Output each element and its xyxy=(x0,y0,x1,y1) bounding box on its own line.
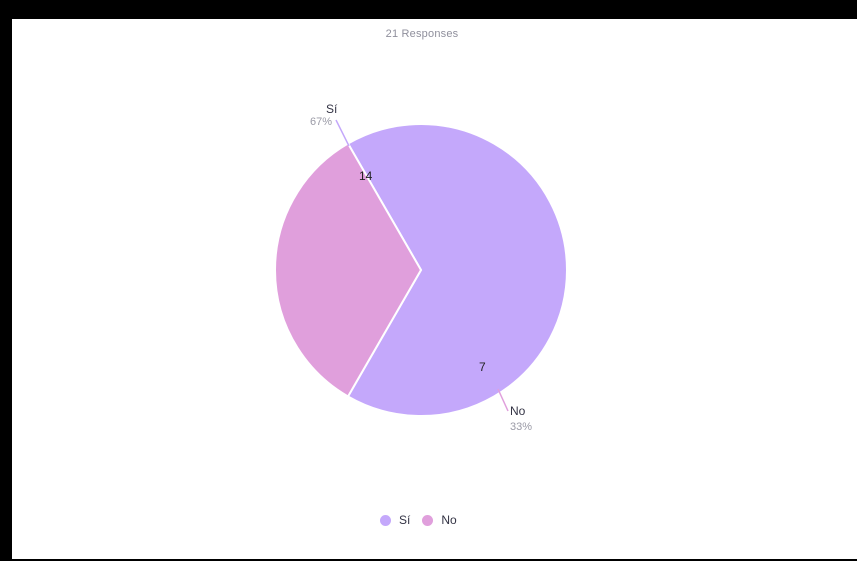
callout-percent-no: 33% xyxy=(510,421,532,433)
legend-swatch-si xyxy=(380,514,391,526)
legend: Sí No xyxy=(380,513,469,527)
value-label-no: 7 xyxy=(479,360,486,374)
legend-swatch-no xyxy=(422,514,434,526)
legend-item-no[interactable]: No xyxy=(422,513,457,527)
legend-label-no: No xyxy=(441,513,457,527)
callout-name-no: No xyxy=(510,404,526,418)
chart-panel: 21 Responses 14 7 Sí 67% No 33% Sí No xyxy=(12,19,857,559)
callout-percent-si: 67% xyxy=(310,116,332,128)
callout-name-si: Sí xyxy=(326,102,338,116)
leader-line-si xyxy=(335,119,350,147)
pie-slice-si[interactable] xyxy=(346,123,568,417)
value-label-si: 14 xyxy=(359,169,373,183)
legend-item-si[interactable]: Sí xyxy=(380,513,410,527)
responses-count: 21 Responses xyxy=(385,28,459,40)
legend-label-si: Sí xyxy=(399,513,411,527)
leader-line-no xyxy=(497,388,509,412)
pie-slice-no[interactable] xyxy=(274,142,423,398)
